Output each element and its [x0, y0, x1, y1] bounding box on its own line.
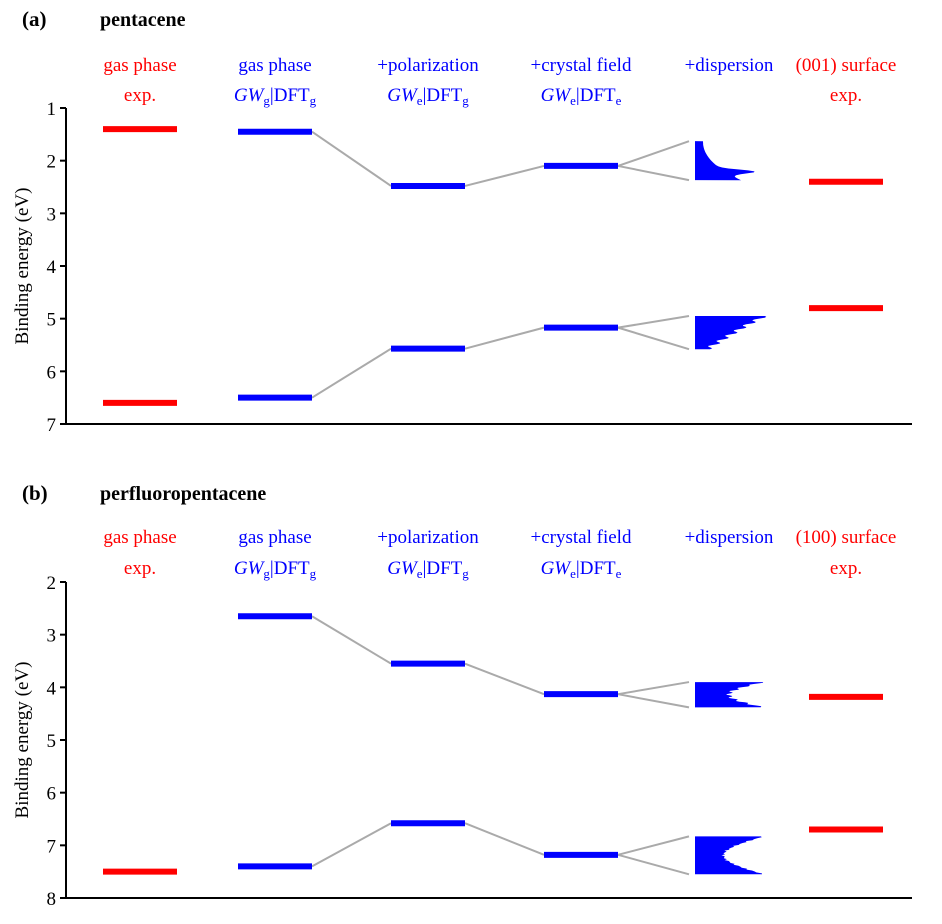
level-connector: [311, 615, 392, 665]
column-header-line2: exp.: [124, 85, 156, 106]
y-tick-label: 2: [47, 573, 57, 594]
dispersion-connector: [617, 853, 690, 876]
column-header-line1: +dispersion: [685, 527, 774, 548]
dispersion-connector: [617, 681, 690, 696]
column-header-line1: gas phase: [238, 527, 311, 548]
method-dft: |DFT: [423, 85, 463, 106]
dispersion-connector: [617, 835, 690, 856]
level-connector: [464, 662, 545, 696]
column-header-line1: +dispersion: [685, 55, 774, 76]
y-tick-label: 1: [47, 99, 57, 120]
y-tick-label: 3: [47, 626, 57, 647]
y-tick-label: 4: [47, 257, 57, 278]
method-gw-subscript: e: [570, 566, 576, 581]
level-connector: [311, 347, 392, 399]
method-dft: |DFT: [423, 558, 463, 579]
dispersion-connector: [617, 140, 690, 167]
y-tick-label: 4: [47, 678, 57, 699]
level-connector: [311, 822, 392, 868]
y-axis-label: Binding energy (eV): [12, 188, 33, 345]
method-dft: |DFT: [270, 558, 310, 579]
column-header-line1: (001) surface: [796, 55, 897, 76]
level-connector: [311, 130, 392, 187]
y-tick-label: 5: [47, 310, 57, 331]
panel-label: (b): [22, 481, 48, 505]
dispersion-band: [695, 682, 764, 708]
method-gw-subscript: e: [417, 566, 423, 581]
y-tick-label: 3: [47, 204, 57, 225]
dispersion-connector: [617, 164, 690, 182]
dispersion-band: [695, 836, 762, 875]
column-header-line1: +polarization: [377, 55, 479, 76]
y-tick-label: 7: [47, 836, 57, 857]
column-header-method: GWe|DFTe: [541, 85, 622, 108]
method-dft: |DFT: [576, 558, 616, 579]
y-tick-label: 7: [47, 415, 57, 436]
method-dft-subscript: e: [616, 566, 622, 581]
y-axis-label: Binding energy (eV): [12, 662, 33, 819]
column-header-line2: exp.: [830, 558, 862, 579]
y-tick-label: 8: [47, 889, 57, 910]
column-header-method: GWe|DFTg: [387, 558, 469, 581]
column-header-line1: gas phase: [103, 527, 176, 548]
level-connector: [464, 164, 545, 187]
dispersion-connector: [617, 326, 690, 351]
method-gw-subscript: g: [263, 93, 270, 108]
column-header-line2: exp.: [124, 558, 156, 579]
method-dft: |DFT: [576, 85, 616, 106]
method-gw: GW: [387, 85, 419, 106]
column-header-method: GWg|DFTg: [234, 558, 317, 581]
column-header-line2: exp.: [830, 85, 862, 106]
column-header-method: GWe|DFTg: [387, 85, 469, 108]
method-gw-subscript: e: [417, 93, 423, 108]
method-gw-subscript: g: [263, 566, 270, 581]
y-tick-label: 5: [47, 731, 57, 752]
dispersion-band: [695, 141, 755, 181]
method-gw-subscript: e: [570, 93, 576, 108]
method-dft-subscript: e: [616, 93, 622, 108]
column-header-line1: gas phase: [238, 55, 311, 76]
method-dft-subscript: g: [310, 93, 317, 108]
method-dft-subscript: g: [462, 93, 469, 108]
dispersion-connector: [617, 315, 690, 329]
dispersion-connector: [617, 693, 690, 709]
method-gw: GW: [387, 558, 419, 579]
y-tick-label: 6: [47, 362, 57, 383]
panel-title: perfluoropentacene: [100, 483, 266, 505]
y-tick-label: 6: [47, 784, 57, 805]
panel-label: (a): [22, 7, 47, 31]
method-gw: GW: [234, 558, 266, 579]
column-header-method: GWg|DFTg: [234, 85, 317, 108]
column-header-line1: gas phase: [103, 55, 176, 76]
y-tick-label: 2: [47, 152, 57, 173]
column-header-line1: +crystal field: [531, 527, 632, 548]
column-header-line1: +polarization: [377, 527, 479, 548]
method-dft: |DFT: [270, 85, 310, 106]
column-header-line1: (100) surface: [796, 527, 897, 548]
column-header-line1: +crystal field: [531, 55, 632, 76]
panel-title: pentacene: [100, 9, 186, 31]
method-gw: GW: [541, 558, 573, 579]
method-gw: GW: [234, 85, 266, 106]
method-gw: GW: [541, 85, 573, 106]
method-dft-subscript: g: [462, 566, 469, 581]
column-header-method: GWe|DFTe: [541, 558, 622, 581]
level-connector: [464, 822, 545, 856]
panel-b: (b) perfluoropentacene gas phase exp. gas ph…: [12, 481, 912, 910]
dispersion-band: [695, 316, 767, 350]
level-connector: [464, 326, 545, 350]
method-dft-subscript: g: [310, 566, 317, 581]
